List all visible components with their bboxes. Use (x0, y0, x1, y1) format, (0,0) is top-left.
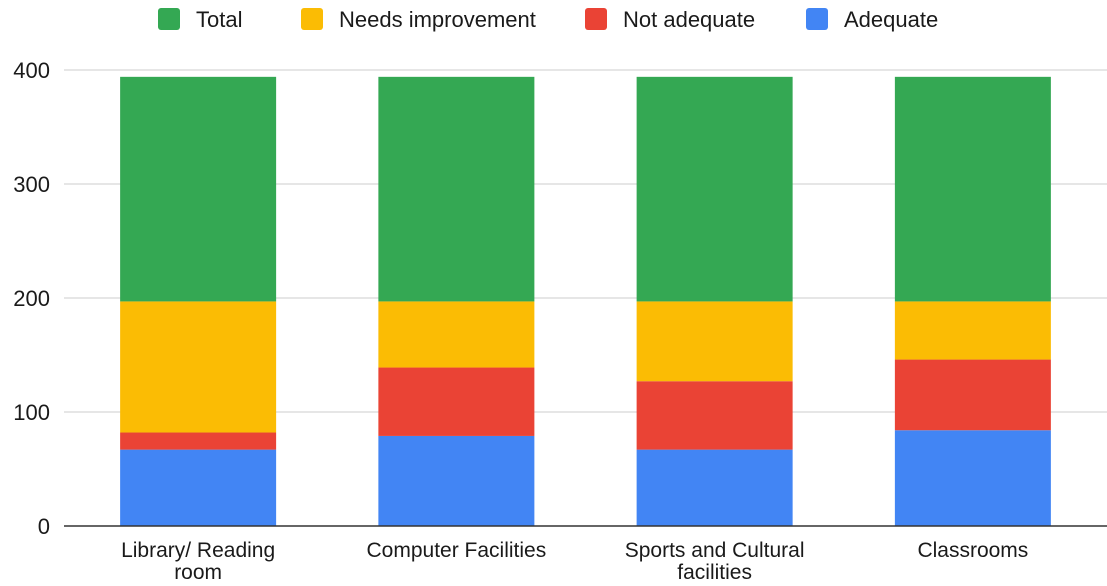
bar-not-adequate-sports-and-cultural-facilities (636, 381, 793, 450)
bar-total-sports-and-cultural-facilities (636, 76, 793, 302)
legend-swatch-total (158, 8, 180, 30)
y-tick-label-0: 0 (38, 514, 50, 539)
legend-label-not-adequate: Not adequate (623, 7, 755, 32)
bar-adequate-sports-and-cultural-facilities (636, 449, 793, 526)
bar-total-library-reading-room (120, 76, 277, 302)
x-tick-label-sports-and-cultural-facilities: Sports and Cultural facilities (625, 539, 805, 584)
legend-swatch-adequate (806, 8, 828, 30)
bar-adequate-library-reading-room (120, 449, 277, 526)
bar-needs-improvement-computer-facilities (378, 301, 535, 368)
y-tick-label-300: 300 (13, 172, 50, 197)
bar-needs-improvement-sports-and-cultural-facilities (636, 301, 793, 382)
x-tick-label-classrooms: Classrooms (917, 539, 1028, 562)
legend-label-adequate: Adequate (844, 7, 938, 32)
bar-needs-improvement-library-reading-room (120, 301, 277, 433)
y-tick-label-100: 100 (13, 400, 50, 425)
y-tick-label-200: 200 (13, 286, 50, 311)
bar-stack-classrooms (894, 76, 1051, 526)
legend-label-total: Total (196, 7, 242, 32)
bar-stack-library-reading-room (120, 76, 277, 526)
x-tick-label-line: Computer Facilities (367, 539, 547, 562)
bar-not-adequate-classrooms (894, 359, 1051, 431)
x-axis: Library/ Reading room Computer Facilities S… (121, 539, 1028, 584)
bar-not-adequate-library-reading-room (120, 432, 277, 450)
legend-item-not-adequate: Not adequate (585, 7, 755, 32)
x-tick-label-line: room (174, 561, 222, 584)
legend: Total Needs improvement Not adequate Adequa… (158, 7, 938, 32)
legend-swatch-not-adequate (585, 8, 607, 30)
bars (120, 76, 1051, 526)
bar-stack-computer-facilities (378, 76, 535, 526)
bar-total-classrooms (894, 76, 1051, 302)
bar-total-computer-facilities (378, 76, 535, 302)
bar-adequate-computer-facilities (378, 435, 535, 526)
x-tick-label-library-reading-room: Library/ Reading room (121, 539, 275, 584)
bar-adequate-classrooms (894, 430, 1051, 526)
x-tick-label-line: Classrooms (917, 539, 1028, 562)
y-tick-label-400: 400 (13, 58, 50, 83)
legend-item-total: Total (158, 7, 242, 32)
x-tick-label-line: Sports and Cultural (625, 539, 805, 562)
bar-stack-sports-and-cultural-facilities (636, 76, 793, 526)
legend-swatch-needs-improvement (301, 8, 323, 30)
bar-not-adequate-computer-facilities (378, 367, 535, 436)
x-tick-label-line: facilities (677, 561, 752, 584)
legend-item-needs-improvement: Needs improvement (301, 7, 536, 32)
x-tick-label-computer-facilities: Computer Facilities (367, 539, 547, 562)
legend-item-adequate: Adequate (806, 7, 938, 32)
legend-label-needs-improvement: Needs improvement (339, 7, 536, 32)
x-tick-label-line: Library/ Reading (121, 539, 275, 562)
y-axis: 0 100 200 300 400 (13, 58, 50, 539)
bar-needs-improvement-classrooms (894, 301, 1051, 360)
